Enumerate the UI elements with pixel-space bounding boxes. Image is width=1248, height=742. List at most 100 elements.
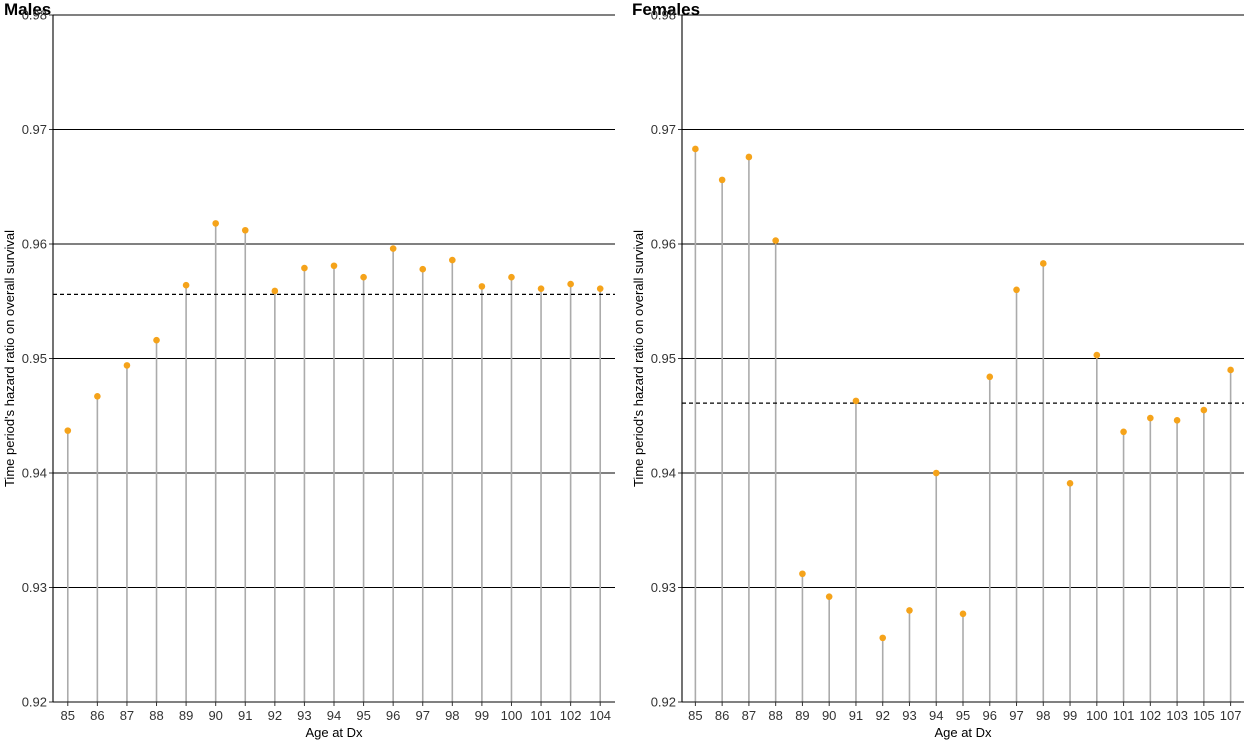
x-tick-label: 98: [1036, 708, 1050, 723]
data-point: [1093, 351, 1101, 359]
x-tick-label: 92: [268, 708, 282, 723]
y-tick-label: 0.96: [22, 237, 47, 252]
data-point: [932, 469, 940, 477]
x-tick-label: 102: [1139, 708, 1161, 723]
y-tick-label: 0.95: [651, 351, 676, 366]
x-tick-label: 92: [875, 708, 889, 723]
data-point: [1013, 286, 1020, 294]
data-point: [567, 280, 574, 288]
x-tick-label: 91: [849, 708, 863, 723]
data-point: [718, 176, 726, 184]
x-tick-label: 97: [416, 708, 430, 723]
y-tick-label: 0.98: [651, 8, 676, 23]
x-tick-label: 90: [208, 708, 222, 723]
x-tick-label: 104: [589, 708, 611, 723]
x-tick-label: 89: [795, 708, 809, 723]
data-point: [825, 593, 833, 600]
data-point: [1039, 260, 1047, 267]
x-tick-label: 95: [956, 708, 970, 723]
x-tick-label: 91: [238, 708, 252, 723]
x-tick-label: 101: [1113, 708, 1135, 723]
data-point: [537, 285, 545, 292]
data-point: [986, 373, 994, 381]
x-tick-label: 97: [1009, 708, 1023, 723]
x-tick-label: 86: [90, 708, 104, 723]
data-point: [271, 287, 279, 295]
x-tick-label: 85: [688, 708, 702, 723]
x-tick-label: 89: [179, 708, 193, 723]
x-tick-label: 90: [822, 708, 836, 723]
data-point: [1227, 366, 1234, 374]
x-tick-label: 102: [560, 708, 582, 723]
x-tick-label: 87: [742, 708, 756, 723]
y-axis-label: Time period's hazard ratio on overall su…: [2, 230, 17, 487]
y-tick-label: 0.94: [651, 466, 676, 481]
data-point: [906, 607, 913, 614]
panel-females: Females 0.92 0.93 0.94 0.95 0.96 0.97 0.98 85 86 8…: [631, 0, 1244, 740]
y-tick-label: 0.96: [651, 237, 676, 252]
data-point: [330, 262, 338, 270]
data-point: [153, 336, 160, 344]
y-tick-label: 0.98: [22, 8, 47, 23]
x-tick-label: 107: [1220, 708, 1242, 723]
data-point: [879, 634, 887, 642]
panel-title: Females: [632, 0, 700, 19]
y-tick-label: 0.97: [22, 122, 47, 137]
y-axis-label: Time period's hazard ratio on overall su…: [631, 230, 646, 487]
x-tick-label: 95: [356, 708, 370, 723]
x-tick-label: 96: [983, 708, 997, 723]
y-tick-label: 0.95: [22, 351, 47, 366]
x-tick-label: 94: [929, 708, 943, 723]
data-point: [64, 427, 72, 434]
x-tick-label: 88: [768, 708, 782, 723]
x-tick-label: 85: [61, 708, 75, 723]
x-tick-label: 93: [297, 708, 311, 723]
data-point: [123, 362, 131, 369]
data-point: [1066, 480, 1074, 487]
data-point: [94, 392, 101, 400]
x-tick-label: 101: [530, 708, 552, 723]
y-tick-label: 0.92: [22, 695, 47, 710]
x-tick-label: 86: [715, 708, 729, 723]
data-point: [745, 153, 753, 161]
x-axis-label: Age at Dx: [305, 725, 363, 740]
data-point: [1120, 428, 1127, 436]
x-tick-label: 87: [120, 708, 134, 723]
data-point: [692, 145, 699, 153]
x-tick-label: 100: [501, 708, 523, 723]
panel-title: Males: [4, 0, 51, 19]
data-point: [212, 220, 219, 227]
data-point: [478, 283, 486, 290]
x-tick-label: 88: [149, 708, 163, 723]
y-tick-label: 0.93: [22, 580, 47, 595]
data-point: [419, 265, 427, 273]
data-point: [389, 245, 397, 252]
x-tick-label: 94: [327, 708, 341, 723]
x-tick-label: 93: [902, 708, 916, 723]
data-point: [182, 281, 190, 289]
y-tick-label: 0.94: [22, 466, 47, 481]
x-axis-label: Age at Dx: [934, 725, 992, 740]
y-tick-label: 0.97: [651, 122, 676, 137]
panel-males: Males 0.92 0.93 0.94 0.95 0.96 0.97 0.98 85 86 87 8…: [2, 0, 615, 740]
data-point: [508, 273, 515, 281]
data-point: [449, 256, 456, 264]
data-point: [959, 610, 967, 618]
data-point: [360, 273, 367, 281]
x-tick-label: 99: [1063, 708, 1077, 723]
data-point: [772, 237, 779, 244]
data-point: [852, 397, 860, 405]
y-tick-label: 0.92: [651, 695, 676, 710]
y-tick-label: 0.93: [651, 580, 676, 595]
data-point: [1200, 406, 1208, 414]
x-tick-label: 96: [386, 708, 400, 723]
data-point: [301, 264, 308, 272]
x-tick-label: 99: [475, 708, 489, 723]
data-point: [241, 226, 249, 234]
x-tick-label: 103: [1166, 708, 1188, 723]
data-point: [1147, 414, 1154, 422]
data-point: [596, 285, 604, 292]
x-tick-label: 105: [1193, 708, 1215, 723]
